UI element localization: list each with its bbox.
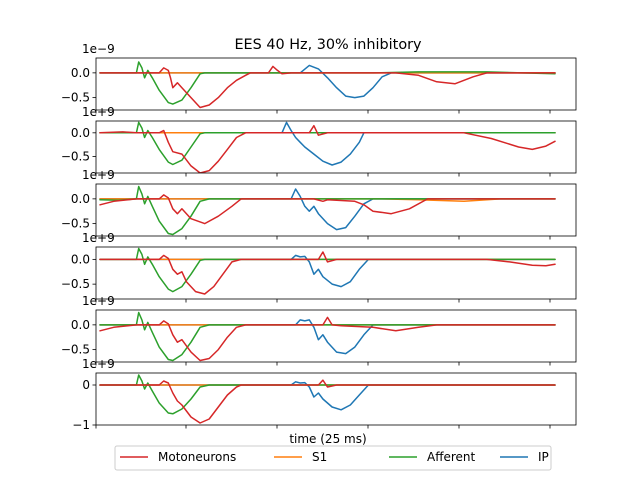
- panel-6: 0 −1 1e+9: [72, 357, 577, 432]
- panel-5: 0.0 −0.5 1e+9: [61, 294, 577, 366]
- panel-4: 0.0 −0.5 1e+9: [61, 231, 577, 303]
- panel-frame: [95, 309, 577, 363]
- series-line-motoneurons-panel-2: [99, 124, 556, 173]
- y-tick-label: −0.5: [61, 91, 90, 105]
- series-line-motoneurons-panel-6: [99, 379, 556, 424]
- legend-label: S1: [312, 450, 327, 464]
- series-line-afferent-panel-1: [99, 61, 556, 105]
- series-line-ip-panel-5: [99, 319, 556, 355]
- series-line-afferent-panel-2: [99, 121, 556, 166]
- legend-item-afferent: Afferent: [389, 450, 476, 464]
- legend-item-motoneurons: Motoneurons: [120, 450, 236, 464]
- series-line-ip-panel-4: [99, 254, 556, 288]
- legend-item-ip: IP: [500, 450, 549, 464]
- panel-2: 0.0 −0.5 1e+9: [61, 105, 577, 177]
- offset-text: 1e+9: [82, 231, 115, 245]
- panel-frame: [95, 183, 577, 237]
- series-line-motoneurons-panel-1: [99, 65, 556, 109]
- y-tick-label: −0.5: [61, 217, 90, 231]
- legend-frame: [114, 445, 552, 471]
- legend-label: Afferent: [427, 450, 476, 464]
- series-line-afferent-panel-5: [99, 311, 556, 362]
- y-tick-label: −0.5: [61, 277, 90, 291]
- chart-title: EES 40 Hz, 30% inhibitory: [234, 37, 422, 53]
- panel-frame: [95, 372, 577, 426]
- panel-frame: [95, 57, 577, 111]
- y-tick-label: 0.0: [71, 318, 90, 332]
- y-tick-label: 0.0: [71, 252, 90, 266]
- panels-group: 0.0−0.51e−90.0−0.51e+90.0−0.51e+90.0−0.5…: [61, 42, 577, 432]
- series-line-afferent-panel-3: [99, 185, 556, 236]
- y-tick-label: −0.5: [61, 343, 90, 357]
- panel-1: 0.0 −0.5 1e−9: [61, 42, 577, 114]
- y-tick-label: −0.5: [61, 149, 90, 163]
- x-axis-label: time (25 ms): [289, 432, 366, 446]
- series-line-ip-panel-6: [99, 381, 556, 411]
- legend-label: IP: [538, 450, 549, 464]
- offset-text: 1e+9: [82, 168, 115, 182]
- series-line-afferent-panel-6: [99, 374, 556, 415]
- offset-text: 1e+9: [82, 294, 115, 308]
- legend-label: Motoneurons: [158, 450, 236, 464]
- series-line-ip-panel-2: [99, 121, 556, 166]
- y-tick-label: 0.0: [71, 66, 90, 80]
- panel-frame: [95, 120, 577, 174]
- series-line-motoneurons-panel-5: [99, 316, 556, 362]
- legend: Motoneurons S1 Afferent IP: [114, 445, 552, 471]
- offset-text: 1e−9: [82, 42, 115, 56]
- series-line-ip-panel-3: [99, 188, 556, 231]
- series-line-motoneurons-panel-3: [99, 194, 556, 225]
- y-tick-label: 0.0: [71, 192, 90, 206]
- legend-item-s1: S1: [274, 450, 327, 464]
- y-tick-label: 0.0: [71, 126, 90, 140]
- y-tick-label: −1: [72, 418, 90, 432]
- series-line-afferent-panel-4: [99, 247, 556, 293]
- offset-text: 1e+9: [82, 357, 115, 371]
- offset-text: 1e+9: [82, 105, 115, 119]
- panel-frame: [95, 246, 577, 300]
- y-tick-label: 0: [82, 378, 90, 392]
- panel-3: 0.0 −0.5 1e+9: [61, 168, 577, 240]
- series-line-motoneurons-panel-4: [99, 251, 556, 295]
- series-line-ip-panel-1: [99, 64, 556, 99]
